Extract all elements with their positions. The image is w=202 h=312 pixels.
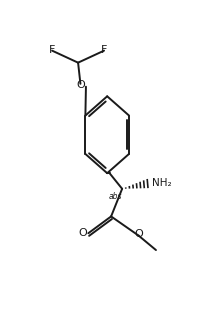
Text: O: O [78,228,87,238]
Text: abs: abs [108,193,122,201]
Text: O: O [134,229,142,239]
Text: F: F [49,45,55,55]
Text: F: F [100,45,107,55]
Text: NH₂: NH₂ [151,178,171,188]
Text: O: O [77,80,85,90]
